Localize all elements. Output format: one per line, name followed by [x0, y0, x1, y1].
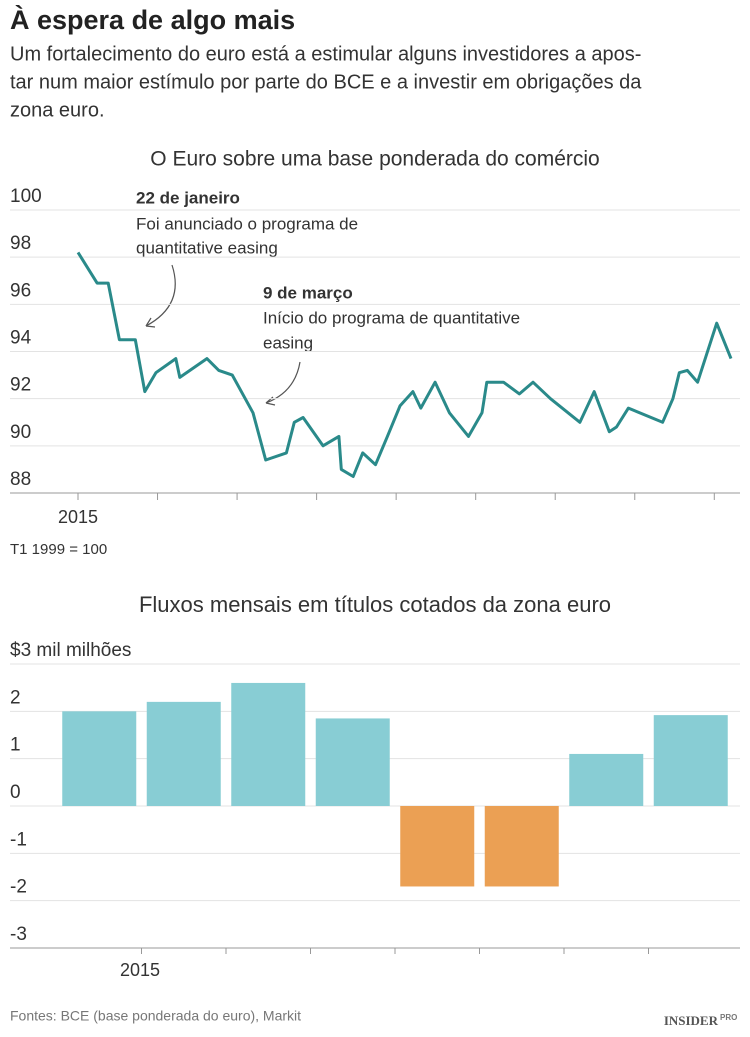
- y-tick-label: 2: [10, 687, 21, 708]
- line-series: [76, 251, 733, 478]
- y-tick-label: 100: [10, 186, 42, 207]
- annotation-arrow: [145, 264, 176, 327]
- annotation-title: 9 de março: [263, 283, 353, 302]
- chart-title: O Euro sobre uma base ponderada do comér…: [150, 148, 599, 171]
- y-tick-label: 0: [10, 782, 21, 803]
- y-tick-label: -2: [10, 877, 27, 898]
- source: Fontes: BCE (base ponderada do euro), Ma…: [10, 1008, 301, 1024]
- bar: [231, 682, 306, 806]
- page-title: À espera de algo mais: [10, 4, 295, 35]
- y-tick-label: $3 mil milhões: [10, 640, 131, 661]
- subtitle-line: zona euro.: [10, 99, 105, 121]
- subtitle-line: Um fortalecimento do euro está a estimul…: [10, 43, 641, 65]
- y-tick-label: 90: [10, 422, 31, 443]
- bar: [653, 715, 728, 806]
- arrowhead: [145, 317, 156, 328]
- y-tick-label: 96: [10, 280, 31, 301]
- y-tick-label: 98: [10, 233, 31, 254]
- bar: [315, 718, 390, 806]
- y-tick-label: 94: [10, 328, 32, 349]
- bar: [484, 806, 559, 887]
- y-tick-label: -3: [10, 924, 27, 945]
- axis-note: T1 1999 = 100: [10, 541, 107, 558]
- y-tick-label: 1: [10, 735, 21, 756]
- annotation-title: 22 de janeiro: [136, 188, 240, 207]
- y-tick-label: 92: [10, 375, 31, 396]
- chart-title: Fluxos mensais em títulos cotados da zon…: [139, 592, 611, 617]
- x-tick-label: 2015: [58, 507, 98, 527]
- annotation-arrow: [265, 361, 301, 404]
- y-tick-label: -1: [10, 829, 27, 850]
- y-tick-label: 88: [10, 469, 31, 490]
- bar: [569, 753, 644, 806]
- logo: INSIDER: [664, 1013, 719, 1028]
- annotation-text: easing: [263, 333, 313, 352]
- bar: [62, 711, 137, 806]
- annotation-text: Foi anunciado o programa de: [136, 214, 358, 233]
- annotation-text: quantitative easing: [136, 238, 278, 257]
- subtitle-line: tar num maior estímulo por parte do BCE …: [10, 71, 642, 93]
- arrowhead: [265, 396, 276, 406]
- x-axis-label: 2015: [120, 960, 160, 980]
- logo-suffix: PRO: [720, 1013, 737, 1022]
- annotation-text: Início do programa de quantitative: [263, 308, 520, 327]
- bar: [400, 806, 475, 887]
- bar: [146, 701, 221, 806]
